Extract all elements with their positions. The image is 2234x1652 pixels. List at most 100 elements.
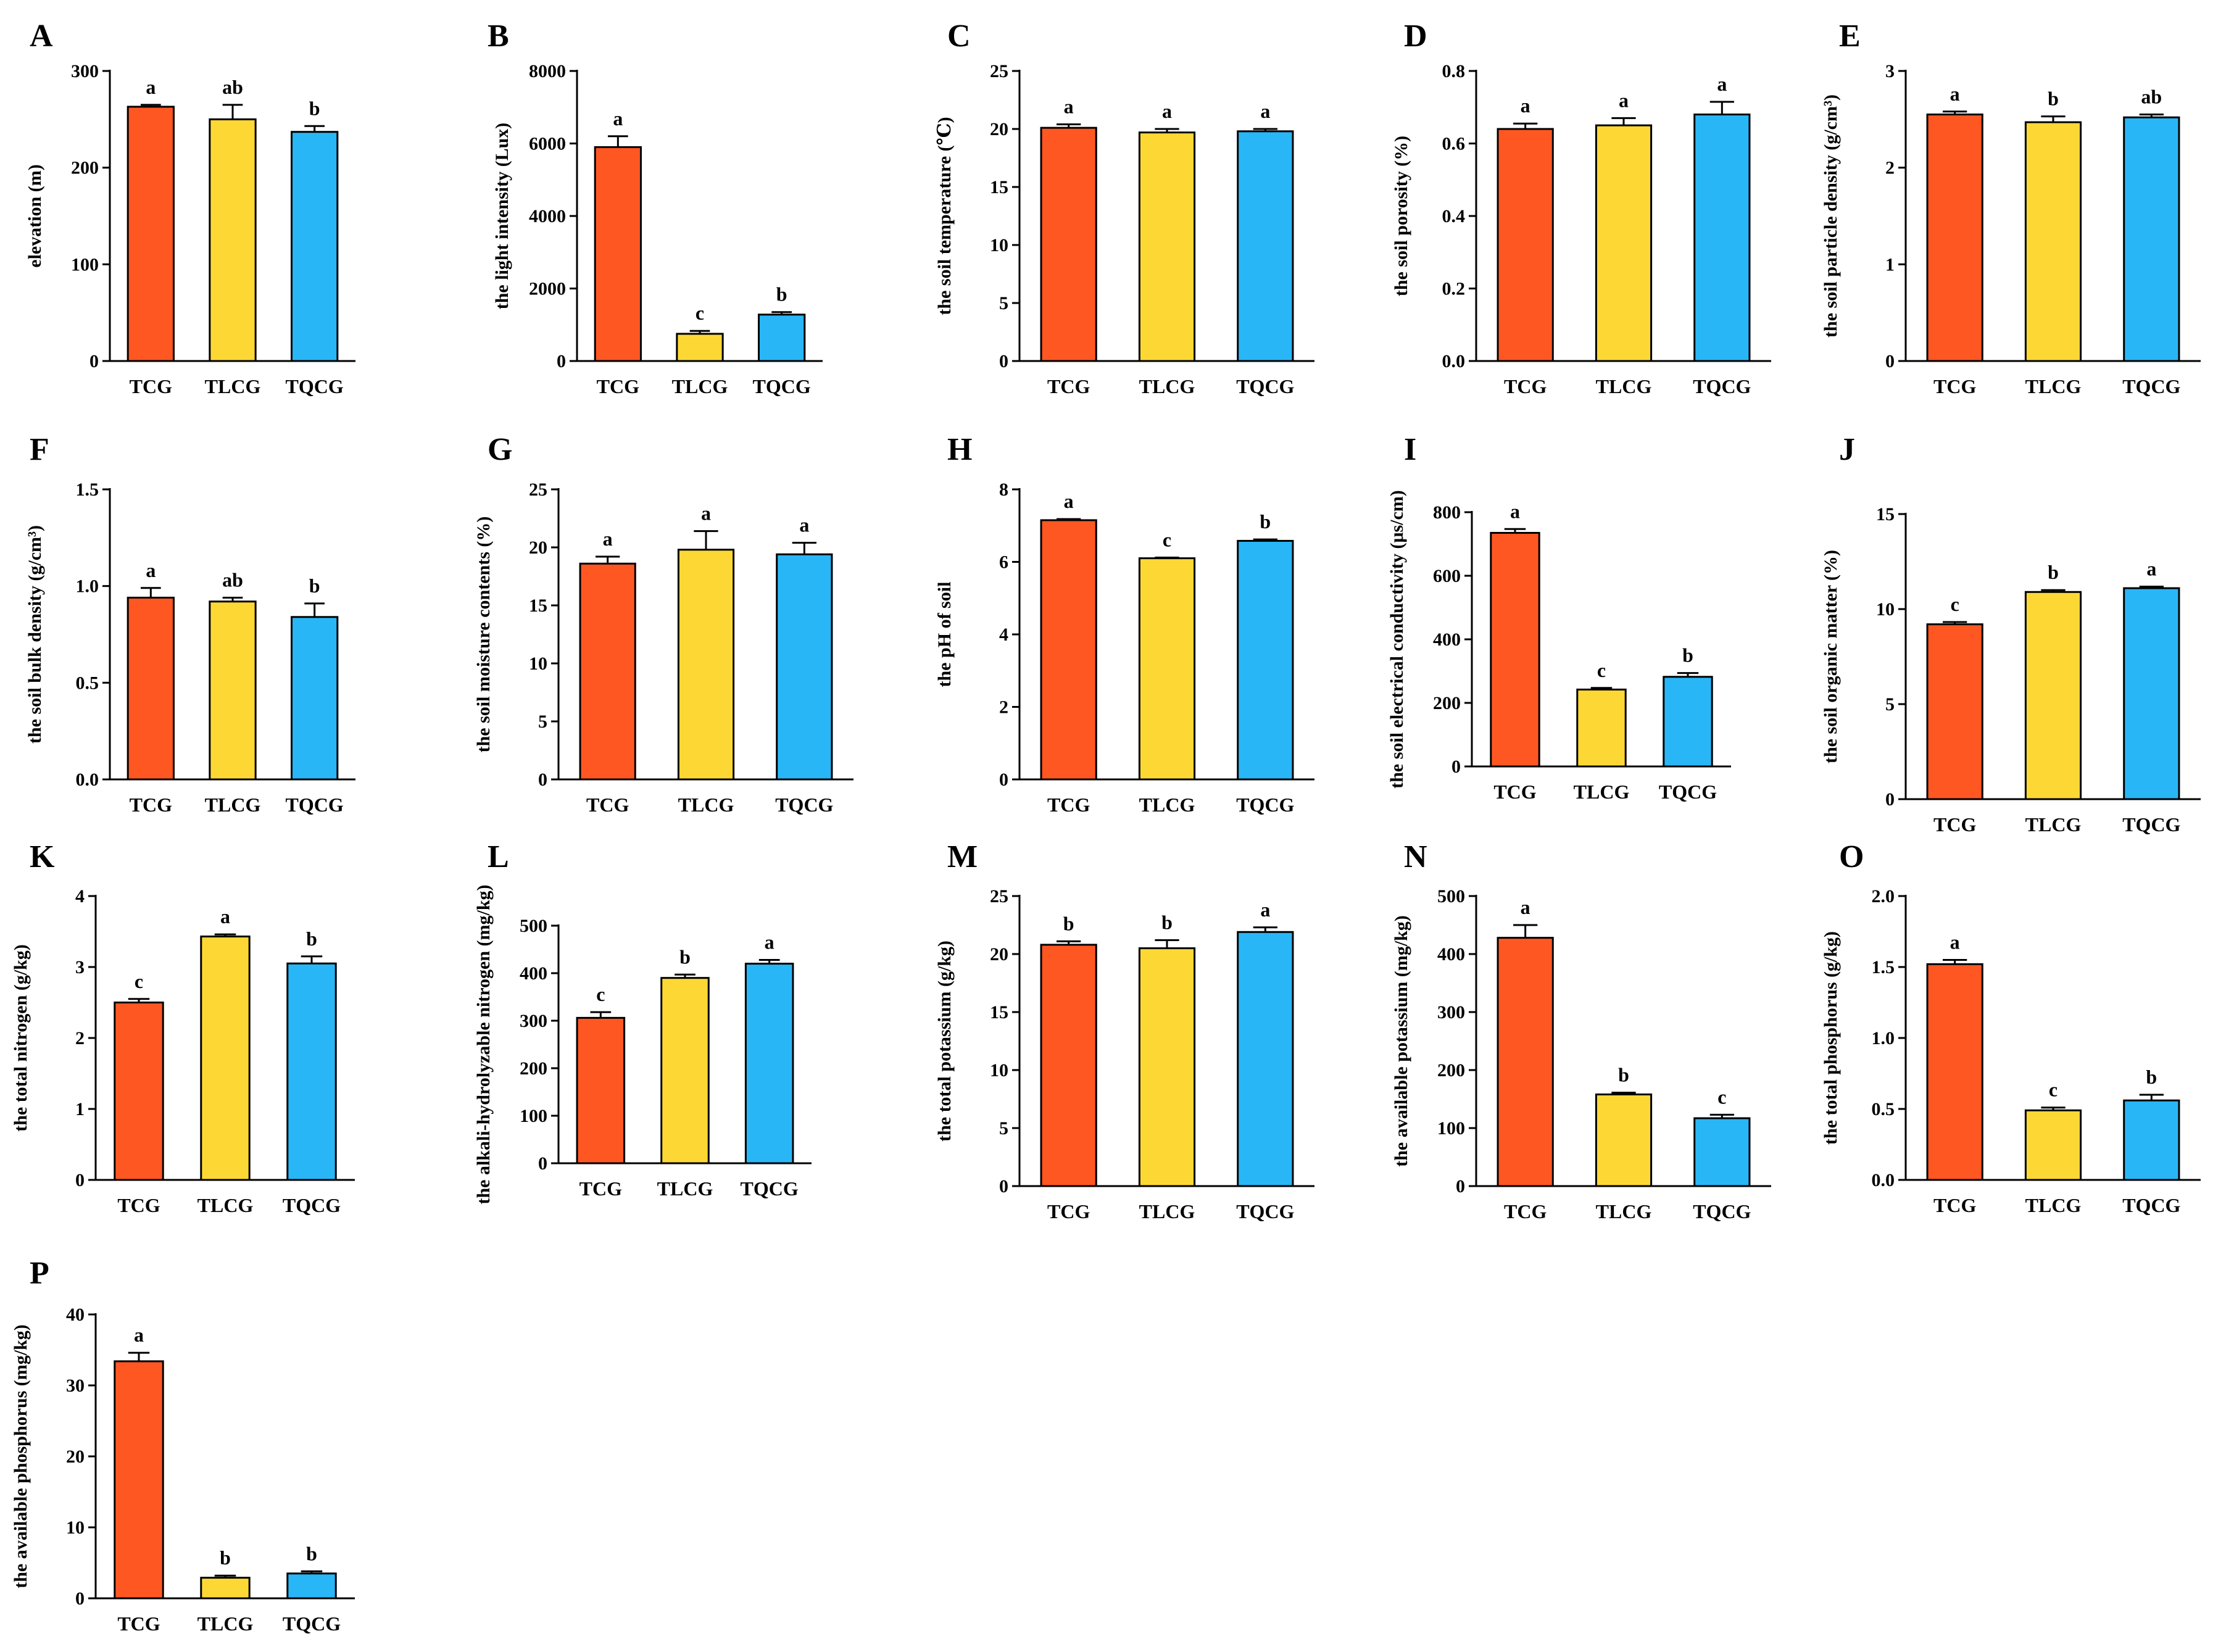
bar-tlcg: [1595, 124, 1653, 362]
significance-letter: a: [765, 931, 774, 953]
significance-letter: a: [220, 905, 230, 928]
panel-b: B 0 2000 4000 6000 8000 the light intensity (L…: [488, 19, 823, 397]
bar-tqcg: [744, 963, 794, 1164]
y-tick-label: 1: [75, 1099, 85, 1119]
bar-tlcg: [2024, 121, 2082, 362]
y-tick-label: 200: [1437, 1060, 1465, 1081]
y-tick-label: 0.0: [1442, 351, 1466, 371]
significance-letter: c: [1163, 528, 1171, 550]
significance-letter: b: [1682, 644, 1693, 666]
y-tick-label: 1.5: [1872, 957, 1895, 978]
panel-letter: G: [488, 432, 512, 467]
y-axis-title: the soil bulk density (g/cm³): [25, 525, 45, 744]
significance-letter: b: [679, 945, 691, 968]
panel-letter: E: [1839, 19, 1861, 54]
y-tick-label: 0: [89, 351, 99, 371]
panel-d: D 0.0 0.2 0.4 0.6 0.8 the soil porosity (%) a TC…: [1391, 19, 1771, 397]
y-tick-label: 25: [990, 61, 1008, 81]
x-tick-label: TCG: [1504, 375, 1547, 397]
y-tick-label: 0: [538, 1153, 547, 1174]
y-axis-title: elevation (m): [25, 164, 45, 267]
x-tick-label: TCG: [1933, 1194, 1976, 1216]
y-tick-label: 20: [990, 119, 1008, 139]
y-tick-label: 300: [1437, 1002, 1465, 1023]
y-tick-label: 0.4: [1442, 206, 1466, 226]
significance-letter: ab: [222, 76, 243, 98]
bar-tqcg: [1237, 130, 1294, 362]
x-tick-label: TQCG: [741, 1177, 799, 1200]
y-tick-label: 8: [999, 479, 1008, 500]
significance-letter: c: [1597, 659, 1606, 681]
x-tick-label: TCG: [130, 794, 172, 816]
y-tick-label: 200: [1433, 693, 1461, 713]
bar-tcg: [1926, 114, 1983, 362]
y-tick-label: 3: [75, 957, 85, 978]
x-tick-label: TLCG: [1139, 375, 1195, 397]
x-tick-label: TQCG: [1236, 1200, 1294, 1222]
y-tick-label: 0.5: [1872, 1099, 1895, 1119]
bar-tlcg: [1576, 688, 1627, 768]
y-tick-label: 0: [1456, 1176, 1465, 1197]
significance-letter: a: [146, 559, 156, 581]
significance-letter: a: [1162, 100, 1172, 122]
significance-letter: a: [134, 1324, 144, 1346]
y-axis-title: the pH of soil: [934, 582, 955, 687]
y-tick-label: 15: [990, 1002, 1008, 1023]
significance-letter: a: [613, 107, 623, 130]
x-tick-label: TQCG: [283, 1613, 341, 1635]
bar-tqcg: [2123, 587, 2180, 800]
significance-letter: b: [306, 1542, 317, 1564]
bar-tcg: [576, 1016, 626, 1164]
bar-tlcg: [1595, 1093, 1653, 1187]
y-axis-title: the soil moisture contents (%): [473, 517, 494, 753]
x-tick-label: TCG: [597, 375, 639, 397]
significance-letter: c: [135, 970, 143, 992]
y-axis-title: the total nitrogen (g/kg): [10, 944, 31, 1132]
panel-l: L 0 100 200 300 400 500 the alkali-hydrolyzable…: [473, 839, 812, 1205]
x-tick-label: TQCG: [1693, 375, 1751, 397]
y-tick-label: 10: [1876, 599, 1895, 620]
y-tick-label: 0: [999, 770, 1008, 790]
significance-letter: b: [220, 1546, 231, 1569]
y-tick-label: 0: [1885, 789, 1895, 810]
x-tick-label: TQCG: [2122, 1194, 2180, 1216]
y-tick-label: 500: [520, 916, 547, 936]
y-tick-label: 0.5: [76, 673, 99, 693]
y-tick-label: 2.0: [1872, 886, 1895, 907]
bar-tlcg: [1138, 557, 1196, 781]
x-tick-label: TLCG: [197, 1613, 254, 1635]
y-axis-title: the available phosphorus (mg/kg): [10, 1324, 31, 1588]
x-tick-label: TQCG: [2122, 375, 2180, 397]
significance-letter: c: [596, 983, 605, 1005]
significance-letter: c: [696, 302, 704, 324]
y-tick-label: 2000: [529, 279, 566, 299]
x-tick-label: TQCG: [283, 1194, 341, 1216]
x-tick-label: TCG: [1933, 813, 1976, 836]
x-tick-label: TLCG: [2025, 1194, 2082, 1216]
y-tick-label: 0: [75, 1170, 85, 1190]
y-tick-label: 3: [1885, 61, 1895, 81]
significance-letter: a: [1521, 896, 1530, 918]
bar-tcg: [1490, 531, 1540, 768]
bar-tcg: [1497, 937, 1554, 1187]
significance-letter: c: [1951, 593, 1959, 615]
bar-tqcg: [776, 553, 833, 781]
bar-tqcg: [2123, 116, 2180, 362]
y-tick-label: 400: [520, 963, 547, 984]
significance-letter: b: [309, 97, 320, 119]
y-axis-title: the soil particle density (g/cm³): [1821, 94, 1841, 338]
significance-letter: b: [306, 928, 317, 950]
y-tick-label: 0: [557, 351, 566, 371]
y-tick-label: 10: [990, 235, 1008, 255]
bar-tlcg: [1138, 947, 1196, 1187]
panel-letter: L: [488, 839, 509, 874]
bar-tlcg: [677, 549, 735, 781]
y-tick-label: 5: [1885, 694, 1895, 715]
x-tick-label: TCG: [1047, 375, 1090, 397]
significance-letter: a: [2146, 558, 2156, 580]
panel-letter: J: [1839, 432, 1855, 467]
bar-tcg: [127, 596, 175, 781]
significance-letter: c: [1717, 1085, 1726, 1108]
panel-letter: B: [488, 19, 509, 54]
